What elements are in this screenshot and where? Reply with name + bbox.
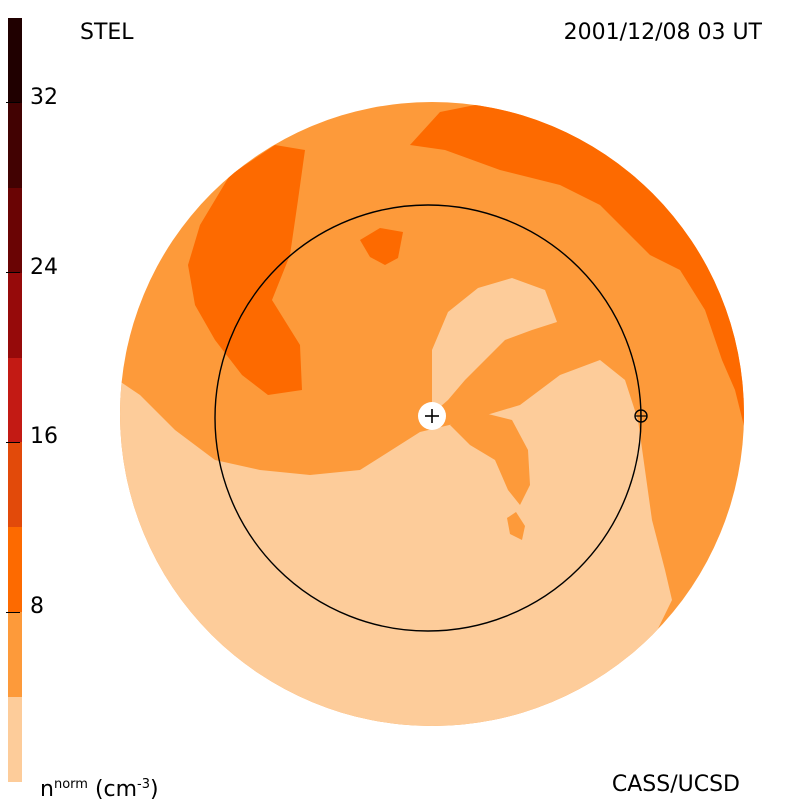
density-contours [120,102,744,726]
colorbar-segment [8,187,22,273]
unit-label: nnorm (cm-3) [40,774,159,801]
colorbar-tick [6,272,20,274]
source-label: STEL [80,20,134,45]
sun-plus-marker [418,402,446,430]
contour-low-arm [432,278,557,414]
credit-label: CASS/UCSD [611,772,740,797]
colorbar-segment [8,442,22,528]
contour-low-south [120,360,744,726]
colorbar-tick-label: 24 [30,254,58,280]
earth-marker [634,409,648,423]
contour-mid-finger [450,412,530,505]
colorbar-segment [8,612,22,698]
datetime-label: 2001/12/08 03 UT [563,20,762,45]
colorbar-segment [8,102,22,188]
colorbar-segment [8,697,22,782]
unit-superscript: norm [53,777,88,792]
colorbar-tick-label: 32 [30,84,58,110]
colorbar-tick [6,102,20,104]
unit-exponent: -3 [137,777,151,792]
unit-close: ) [150,777,159,802]
contour-high-islet [360,228,403,265]
colorbar-segment [8,18,22,103]
unit-text: (cm [94,777,138,802]
colorbar-segment [8,272,22,358]
contour-mid-islet [507,512,525,540]
colorbar-tick-label: 16 [30,424,58,450]
contour-high-west [188,145,305,395]
colorbar-segment [8,527,22,613]
colorbar-tick [6,441,20,443]
colorbar-tick [6,611,20,613]
colorbar-segment [8,357,22,443]
unit-base: n [40,777,54,802]
colorbar [8,18,22,782]
colorbar-tick-label: 8 [30,594,44,620]
